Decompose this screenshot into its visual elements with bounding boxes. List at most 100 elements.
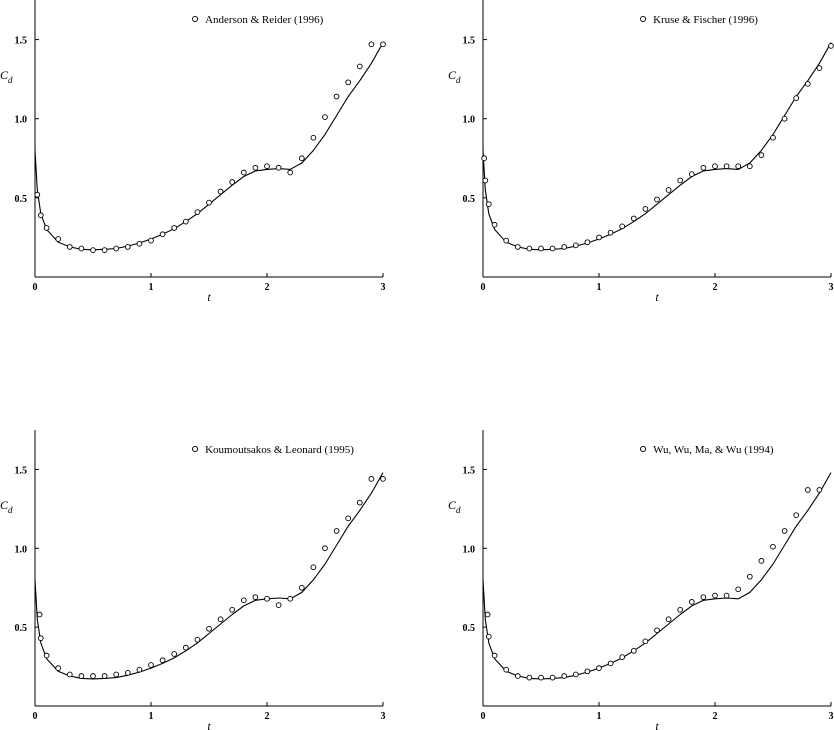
data-point-marker [43, 652, 50, 659]
data-point-marker [380, 41, 386, 48]
data-point-marker [746, 573, 753, 580]
data-point-marker [380, 476, 386, 482]
data-point-marker [356, 63, 363, 70]
data-point-marker [298, 155, 305, 162]
data-point-marker [90, 673, 96, 679]
x-tick-label: 1 [597, 711, 602, 722]
data-point-marker [584, 239, 591, 246]
data-point-marker [665, 616, 672, 623]
x-tick-label: 0 [481, 711, 486, 722]
data-point-marker [654, 627, 660, 634]
data-point-marker [37, 212, 44, 219]
data-point-marker [368, 476, 375, 482]
x-tick-label: 0 [33, 282, 38, 293]
legend-label: Wu, Wu, Ma, & Wu (1994) [653, 444, 774, 456]
data-point-marker [36, 611, 43, 618]
y-tick-label: 0.5 [463, 623, 476, 634]
data-point-marker [514, 673, 521, 679]
data-point-marker [688, 171, 695, 177]
data-point-marker [171, 225, 178, 231]
y-tick-label: 1.0 [15, 115, 28, 126]
data-point-marker [746, 163, 753, 170]
y-tick-label: 1.5 [15, 465, 28, 476]
data-point-marker [828, 43, 834, 49]
data-point-marker [491, 221, 498, 228]
data-point-marker [619, 654, 626, 660]
data-point-marker [229, 606, 236, 613]
legend-label: Anderson & Reider (1996) [205, 14, 324, 26]
data-point-marker [596, 665, 602, 671]
data-point-marker [194, 636, 201, 643]
data-point-marker [793, 95, 800, 101]
x-tick-label: 2 [713, 282, 718, 293]
data-point-marker [34, 191, 41, 198]
data-point-marker [252, 164, 259, 171]
data-point-marker [481, 155, 488, 162]
data-point-marker [485, 201, 492, 208]
data-point-marker [240, 169, 247, 176]
x-tick-label: 3 [381, 282, 386, 293]
data-point-marker [561, 673, 568, 679]
data-point-marker [677, 177, 684, 184]
data-point-marker [712, 163, 718, 170]
computed-cd-line [482, 42, 832, 251]
data-point-marker [124, 244, 131, 250]
data-point-marker [182, 218, 189, 225]
legend-marker [192, 15, 199, 23]
data-point-marker [712, 592, 718, 599]
data-point-marker [368, 41, 375, 48]
data-point-marker [816, 65, 823, 71]
data-point-marker [275, 164, 282, 171]
data-point-marker [356, 499, 363, 506]
data-point-marker [345, 79, 352, 86]
y-tick-label: 1.0 [15, 544, 28, 555]
chart-panel-3: 0 1 2 3 0.5 1.0 1.5 t Cd Koumoutsakos & Leonard (… [0, 430, 386, 730]
data-point-marker [78, 245, 85, 252]
x-axis-label: t [655, 290, 659, 304]
y-tick-label: 1.5 [15, 36, 28, 47]
data-point-marker [55, 665, 62, 671]
data-point-marker [159, 657, 166, 664]
y-tick-label: 1.0 [463, 115, 476, 126]
data-point-marker [206, 625, 212, 632]
data-point-marker [491, 652, 498, 659]
data-point-marker [345, 515, 352, 522]
legend-marker [640, 15, 647, 23]
data-point-marker [90, 247, 96, 253]
computed-cd-line [34, 472, 384, 680]
data-point-marker [229, 179, 236, 185]
data-point-marker [538, 245, 544, 252]
data-point-marker [264, 595, 270, 602]
data-point-marker [322, 545, 328, 552]
data-point-marker [482, 177, 489, 184]
data-point-marker [630, 647, 637, 654]
data-point-marker [217, 188, 224, 195]
data-point-marker [194, 209, 201, 215]
data-point-marker [113, 245, 120, 252]
data-point-marker [136, 240, 143, 247]
data-point-marker [310, 564, 317, 571]
data-point-marker [43, 225, 50, 231]
x-tick-label: 3 [829, 282, 834, 293]
computed-cd-line [482, 472, 832, 680]
x-tick-label: 1 [597, 282, 602, 293]
legend-label: Kruse & Fischer (1996) [653, 14, 758, 26]
data-point-marker [240, 597, 247, 604]
data-point-marker [677, 606, 684, 613]
data-point-marker [148, 237, 154, 244]
data-point-marker [287, 595, 294, 602]
data-point-marker [561, 244, 568, 250]
data-point-marker [804, 81, 811, 87]
data-point-marker [758, 152, 765, 158]
data-point-marker [503, 666, 510, 673]
y-tick-label: 1.0 [463, 544, 476, 555]
data-point-marker [630, 215, 637, 222]
data-point-marker [136, 666, 143, 673]
x-tick-label: 3 [381, 711, 386, 722]
y-tick-label: 1.5 [463, 36, 476, 47]
y-tick-label: 0.5 [463, 194, 476, 205]
data-point-marker [688, 599, 695, 605]
data-point-marker [781, 115, 788, 122]
data-point-marker [735, 586, 742, 593]
